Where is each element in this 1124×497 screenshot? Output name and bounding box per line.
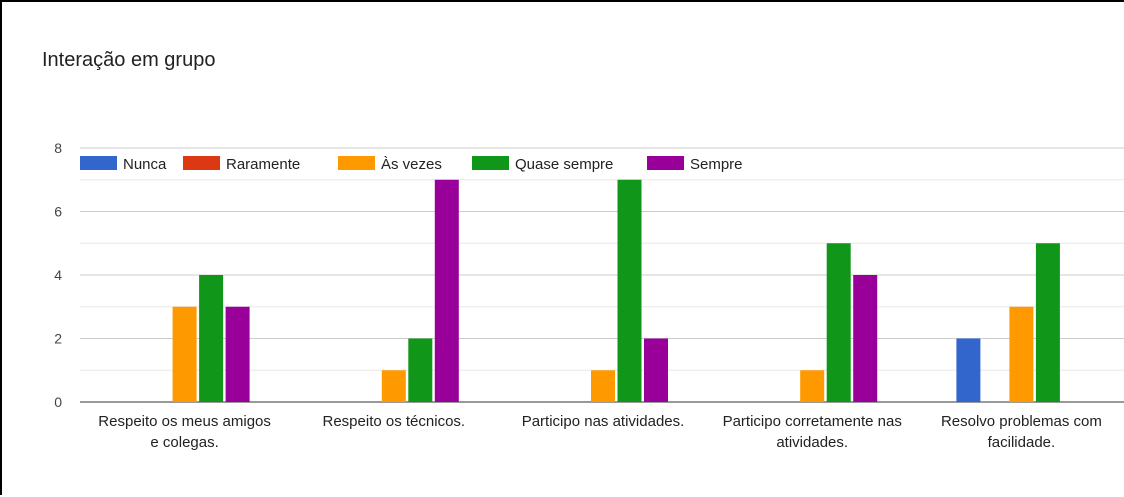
x-category-label: Respeito os técnicos. <box>323 413 466 430</box>
x-category-label: Respeito os meus amigos <box>98 413 271 430</box>
bar-quase-sempre-4 <box>1035 243 1060 402</box>
legend-swatch <box>472 156 509 170</box>
y-tick-label: 4 <box>54 267 62 283</box>
legend-swatch <box>80 156 117 170</box>
bar-sempre-2 <box>644 338 668 402</box>
legend-swatch <box>183 156 220 170</box>
legend-swatch <box>338 156 375 170</box>
bar-s-vezes-1 <box>381 370 406 402</box>
x-category-label: facilidade. <box>988 434 1056 451</box>
bar-quase-sempre-1 <box>408 338 433 402</box>
bar-sempre-1 <box>434 179 459 402</box>
legend-label: Quase sempre <box>515 156 613 173</box>
bar-s-vezes-3 <box>800 370 825 402</box>
bar-s-vezes-4 <box>1009 306 1034 402</box>
legend-swatch <box>647 156 684 170</box>
x-category-label: Participo corretamente nas <box>723 413 902 430</box>
x-category-label: e colegas. <box>150 434 218 451</box>
x-category-label: atividades. <box>776 434 848 451</box>
y-tick-label: 2 <box>54 331 62 347</box>
x-category-label: Participo nas atividades. <box>522 413 685 430</box>
bar-sempre-0 <box>225 306 250 402</box>
y-tick-label: 8 <box>54 140 62 156</box>
legend-label: Sempre <box>690 156 743 173</box>
bar-s-vezes-2 <box>591 370 615 402</box>
y-tick-label: 0 <box>54 394 62 410</box>
legend-label: Nunca <box>123 156 167 173</box>
y-tick-label: 6 <box>54 204 62 220</box>
chart-title: Interação em grupo <box>42 49 216 71</box>
legend-label: Às vezes <box>381 156 442 173</box>
x-category-label: Resolvo problemas com <box>941 413 1102 430</box>
bar-s-vezes-0 <box>172 306 197 402</box>
bar-quase-sempre-3 <box>826 243 851 402</box>
legend-label: Raramente <box>226 156 300 173</box>
bar-sempre-3 <box>853 275 878 402</box>
bar-nunca-4 <box>956 338 981 402</box>
bar-quase-sempre-2 <box>617 179 642 402</box>
bar-quase-sempre-0 <box>199 275 224 402</box>
